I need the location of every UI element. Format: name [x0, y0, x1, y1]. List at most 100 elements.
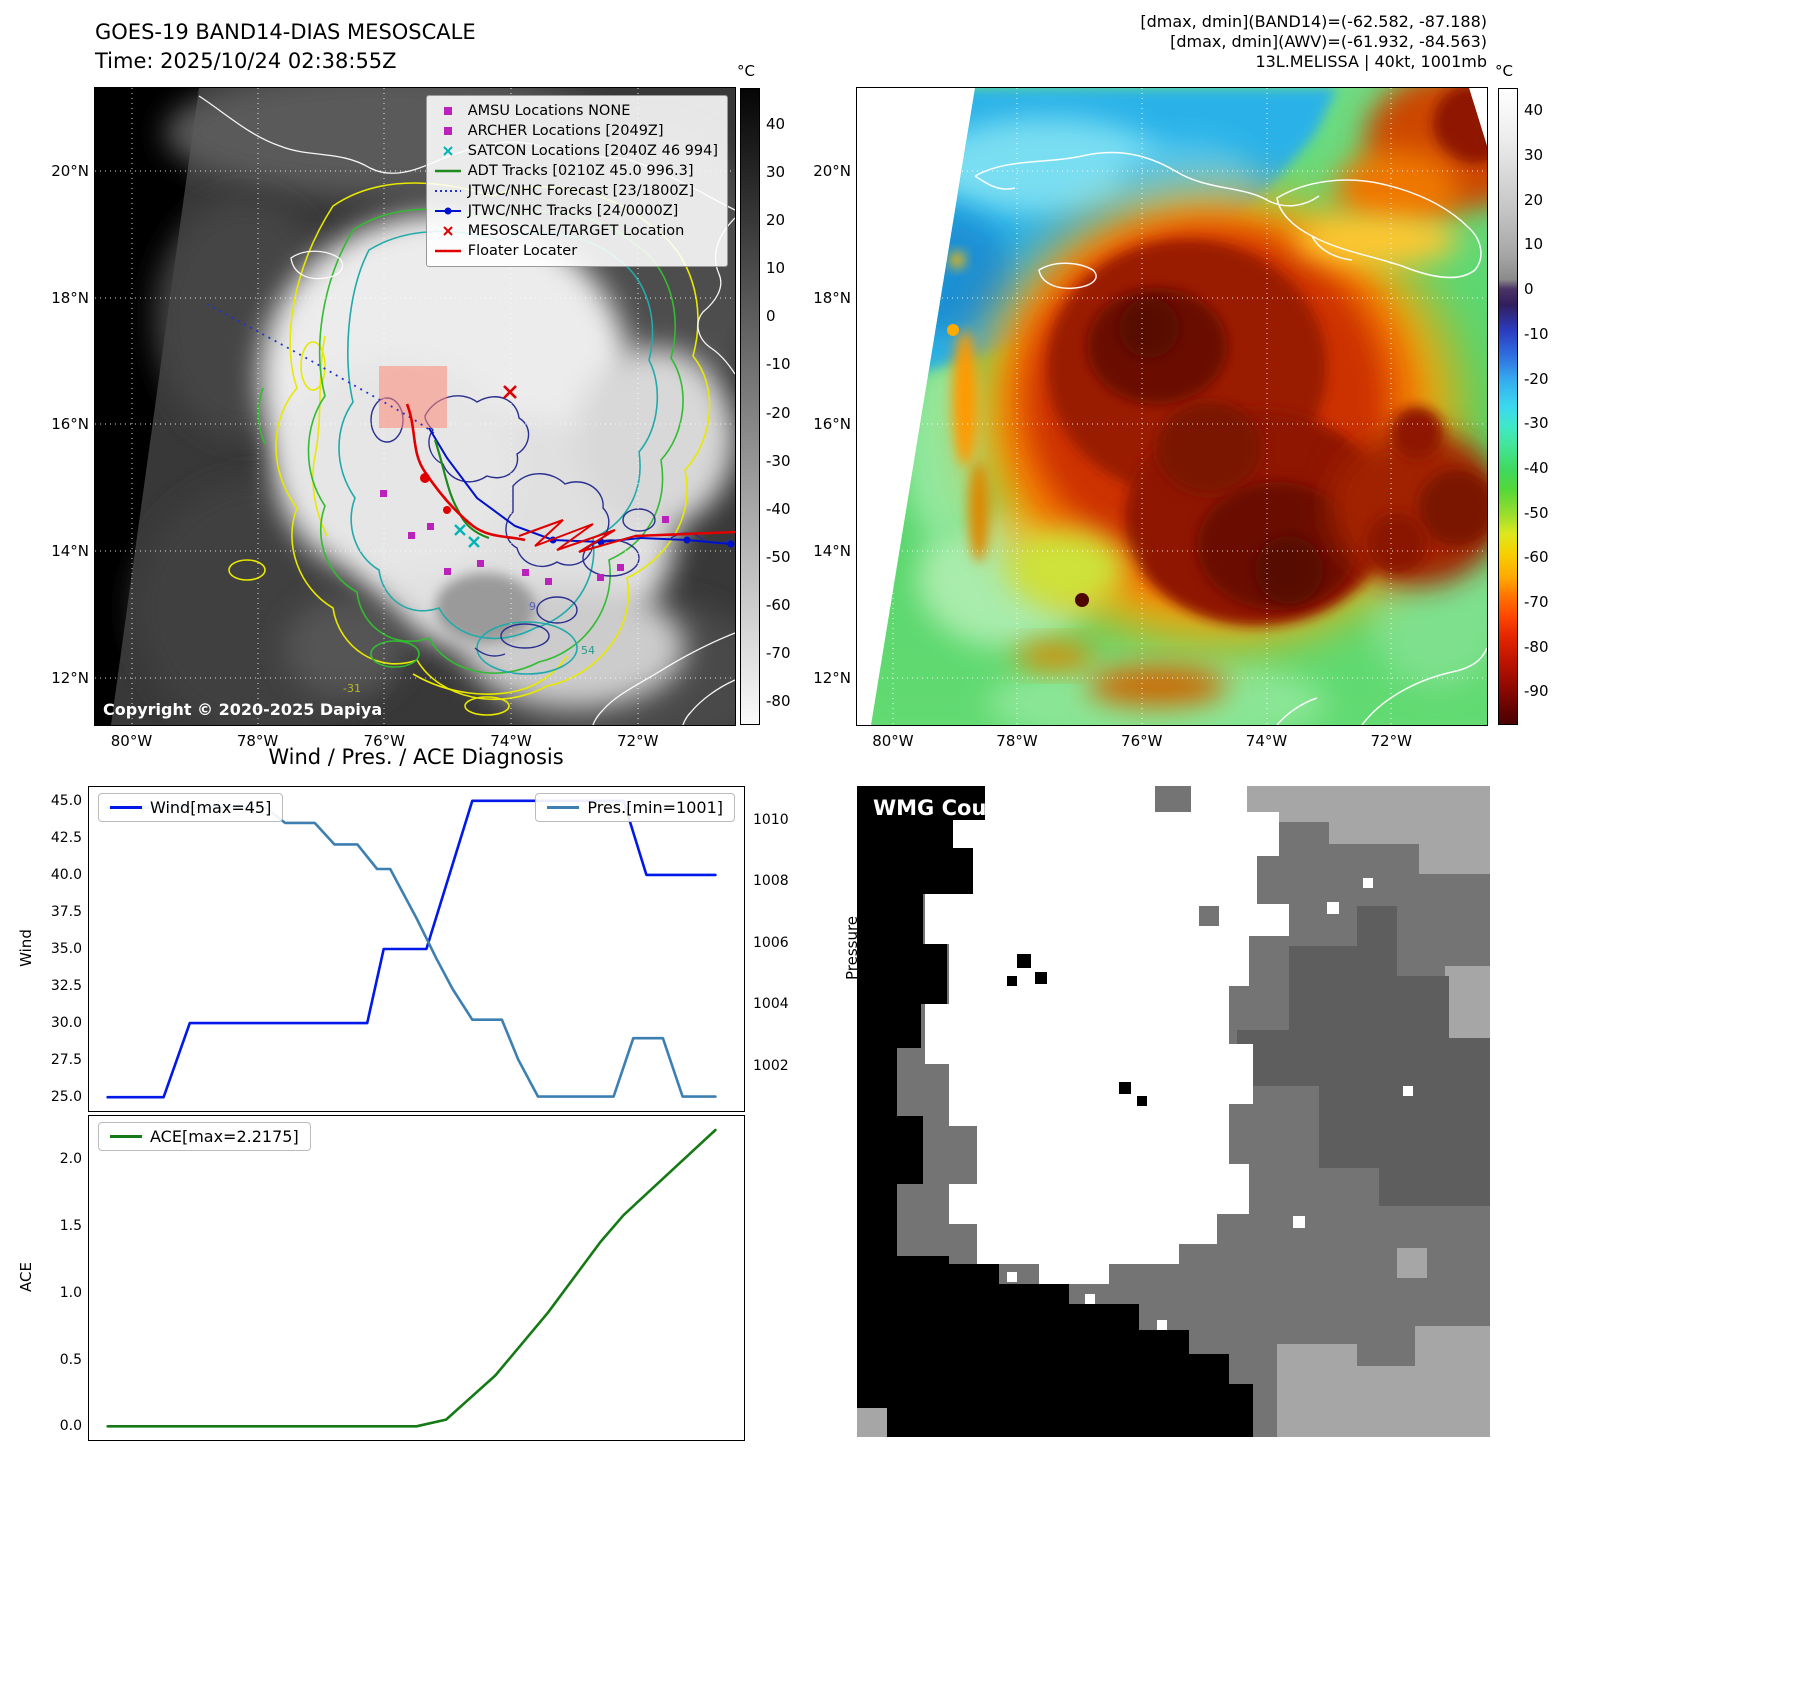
awv-header-band14-stats: [dmax, dmin](BAND14)=(-62.582, -87.188)	[1140, 12, 1487, 31]
line-legend-marker	[433, 244, 463, 258]
colorbar-tick-label: -20	[766, 403, 791, 422]
y-tick-label: 0.0	[59, 1418, 82, 1435]
mesoscale-target-marker	[503, 385, 517, 399]
colorbar-tick-label: -10	[766, 355, 791, 374]
legend-item-5: JTWC/NHC Tracks [24/0000Z]	[433, 201, 718, 221]
legend-item-6: MESOSCALE/TARGET Location	[433, 221, 718, 241]
legend-item-label: Floater Locater	[467, 243, 578, 259]
wind-pressure-chart: Wind[max=45] Pres.[min=1001]	[88, 786, 745, 1112]
lon-tick-label: 78°W	[236, 732, 279, 750]
colorbar-tick-label: 40	[1524, 101, 1544, 120]
band14-colorbar-ticks: 40 30 20 10 0 -10 -20 -30 -40 -50 -60 -70 -80	[766, 88, 812, 725]
legend-item-label: SATCON Locations [2040Z 46 994]	[467, 143, 718, 159]
coastlines	[974, 151, 1487, 725]
y2-tick-label: 1002	[753, 1057, 789, 1074]
wmg-mask-image	[857, 786, 1490, 1437]
awv-colorbar-ticks: 40 30 20 10 0 -10 -20 -30 -40 -50 -60 -70 -80 -90	[1524, 88, 1570, 725]
legend-item-label: AMSU Locations NONE	[467, 103, 631, 119]
band14-title: GOES-19 BAND14-DIAS MESOSCALE	[95, 20, 476, 44]
lon-tick-label: 72°W	[617, 732, 659, 750]
lat-tick-label: 12°N	[51, 669, 89, 688]
colorbar-tick-label: -40	[1524, 458, 1549, 477]
square-legend-marker	[433, 104, 463, 118]
series-line	[106, 799, 717, 1099]
colorbar-tick-label: -60	[1524, 548, 1549, 567]
y-tick-label: 35.0	[50, 941, 82, 957]
y-tick-label: 32.5	[50, 978, 82, 995]
series-legend-label: Pres.[min=1001]	[587, 798, 723, 817]
legend-item-4: JTWC/NHC Forecast [23/1800Z]	[433, 181, 718, 201]
lat-tick-label: 14°N	[51, 542, 89, 561]
y-tick-label: 42.5	[50, 829, 82, 846]
legend-item-label: ADT Tracks [0210Z 45.0 996.3]	[467, 163, 694, 179]
y-axis-label: ACE	[17, 1262, 35, 1292]
y-axis-label: Wind	[17, 929, 35, 967]
colorbar-tick-label: -80	[766, 691, 791, 710]
lat-tick-label: 20°N	[51, 161, 89, 180]
band14-colorbar-gradient	[741, 89, 759, 724]
y2-tick-label: 1006	[753, 934, 789, 951]
awv-colorbar	[1498, 88, 1518, 725]
ace-chart: ACE[max=2.2175]	[88, 1115, 745, 1441]
graticule	[871, 88, 1487, 725]
colorbar-tick-label: -30	[766, 451, 791, 470]
series-legend-label: Wind[max=45]	[150, 798, 272, 817]
lat-tick-label: 16°N	[813, 415, 851, 434]
x-legend-marker	[433, 144, 463, 158]
awv-header-storm-status: 13L.MELISSA | 40kt, 1001mb	[1255, 52, 1487, 71]
lon-tick-label: 72°W	[1370, 732, 1412, 750]
y2-axis-label: Pressure	[843, 915, 861, 981]
band14-time: Time: 2025/10/24 02:38:55Z	[95, 49, 397, 73]
lat-tick-label: 14°N	[813, 542, 851, 561]
y-tick-label: 27.5	[50, 1052, 82, 1069]
y-tick-label: 1.0	[59, 1284, 82, 1301]
legend-line-sample	[547, 806, 580, 809]
legend-item-3: ADT Tracks [0210Z 45.0 996.3]	[433, 161, 718, 181]
awv-colorbar-unit: °C	[1495, 62, 1513, 80]
legend-item-label: ARCHER Locations [2049Z]	[467, 123, 664, 139]
diagnosis-title: Wind / Pres. / ACE Diagnosis	[268, 745, 564, 769]
colorbar-tick-label: 30	[1524, 146, 1544, 165]
colorbar-tick-label: -10	[1524, 324, 1549, 343]
awv-colorbar-gradient	[1499, 89, 1517, 724]
y-tick-label: 25.0	[50, 1089, 82, 1106]
square-legend-marker	[433, 124, 463, 138]
wmg-panel: WMG Count: 0	[857, 786, 1490, 1437]
wind-pressure-plot-area	[88, 786, 745, 1112]
band14-legend: AMSU Locations NONE ARCHER Locations [204…	[425, 95, 728, 267]
lon-tick-label: 80°W	[110, 732, 153, 750]
y2-tick-label: 1010	[753, 811, 789, 828]
chart-legend: Pres.[min=1001]	[535, 793, 735, 822]
awv-map	[856, 87, 1488, 726]
lon-tick-label: 74°W	[1245, 732, 1288, 750]
lat-tick-label: 20°N	[813, 161, 851, 180]
dotted-legend-marker	[433, 184, 463, 198]
colorbar-tick-label: 40	[766, 115, 786, 134]
y2-tick-label: 1008	[753, 873, 789, 890]
band14-panel-title: GOES-19 BAND14-DIAS MESOSCALE Time: 2025…	[95, 18, 476, 76]
colorbar-tick-label: -20	[1524, 369, 1549, 388]
archer-markers	[380, 490, 669, 585]
legend-item-label: JTWC/NHC Forecast [23/1800Z]	[467, 183, 695, 199]
lon-tick-label: 76°W	[363, 732, 405, 750]
colorbar-tick-label: -50	[766, 547, 791, 566]
line-dot-legend-marker	[433, 204, 463, 218]
awv-satellite-image	[857, 88, 1487, 725]
y-tick-label: 1.5	[59, 1217, 82, 1234]
awv-header: [dmax, dmin](BAND14)=(-62.582, -87.188) …	[1000, 12, 1487, 72]
colorbar-tick-label: 0	[766, 307, 776, 326]
colorbar-tick-label: -30	[1524, 414, 1549, 433]
legend-item-label: MESOSCALE/TARGET Location	[467, 223, 685, 239]
series-line	[106, 1128, 717, 1428]
ace-plot-area	[88, 1115, 745, 1441]
legend-line-sample	[110, 1135, 142, 1138]
mesoscale-target-box	[379, 366, 447, 428]
awv-header-awv-stats: [dmax, dmin](AWV)=(-61.932, -84.563)	[1170, 32, 1487, 51]
lat-tick-label: 18°N	[813, 288, 851, 307]
colorbar-tick-label: -80	[1524, 637, 1549, 656]
band14-satellite-image: -31 54 9	[95, 88, 735, 725]
colorbar-tick-label: 10	[1524, 235, 1544, 254]
legend-line-sample	[110, 806, 142, 809]
y-tick-label: 45.0	[50, 792, 82, 809]
